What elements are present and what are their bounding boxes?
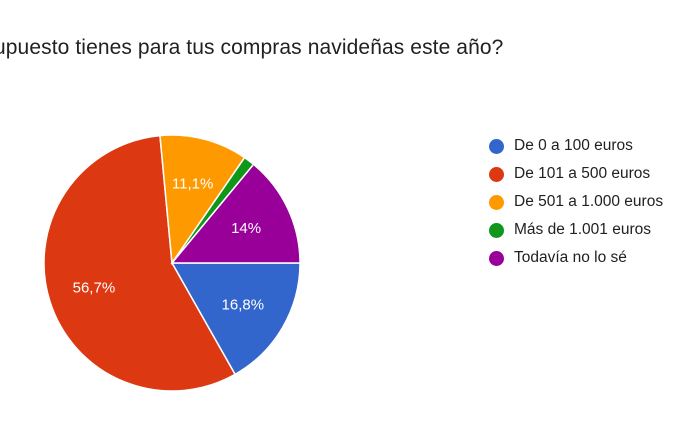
legend-item-todavia[interactable]: Todavía no lo sé bbox=[489, 244, 663, 272]
legend-swatch bbox=[489, 138, 504, 154]
legend-item-0-100[interactable]: De 0 a 100 euros bbox=[489, 132, 663, 160]
legend-item-mas-1001[interactable]: Más de 1.001 euros bbox=[489, 216, 663, 244]
pie-slice-4[interactable] bbox=[170, 163, 301, 264]
chart-legend: De 0 a 100 euros De 101 a 500 euros De 5… bbox=[489, 132, 663, 272]
pie-slice-0[interactable] bbox=[170, 262, 301, 376]
legend-swatch bbox=[489, 222, 504, 238]
legend-swatch bbox=[489, 166, 504, 182]
chart-title: upuesto tienes para tus compras navideña… bbox=[0, 36, 504, 59]
legend-item-101-500[interactable]: De 101 a 500 euros bbox=[489, 160, 663, 188]
legend-label: De 0 a 100 euros bbox=[514, 137, 633, 154]
pie-slice-label-4: 14% bbox=[231, 220, 261, 237]
legend-label: Todavía no lo sé bbox=[514, 249, 627, 266]
legend-swatch bbox=[489, 250, 504, 266]
legend-label: De 101 a 500 euros bbox=[514, 165, 651, 182]
pie-slice-1[interactable] bbox=[43, 134, 237, 392]
legend-swatch bbox=[489, 194, 504, 210]
legend-item-501-1000[interactable]: De 501 a 1.000 euros bbox=[489, 188, 663, 216]
pie-slice-2[interactable] bbox=[159, 134, 246, 266]
pie-slice-label-2: 11,1% bbox=[172, 176, 213, 193]
pie-chart: 16,8% 56,7% 11,1% 14% bbox=[43, 134, 301, 392]
legend-label: Más de 1.001 euros bbox=[514, 221, 652, 238]
pie-slice-label-1: 56,7% bbox=[73, 280, 116, 297]
legend-label: De 501 a 1.000 euros bbox=[514, 193, 664, 210]
pie-slice-label-0: 16,8% bbox=[222, 296, 265, 313]
